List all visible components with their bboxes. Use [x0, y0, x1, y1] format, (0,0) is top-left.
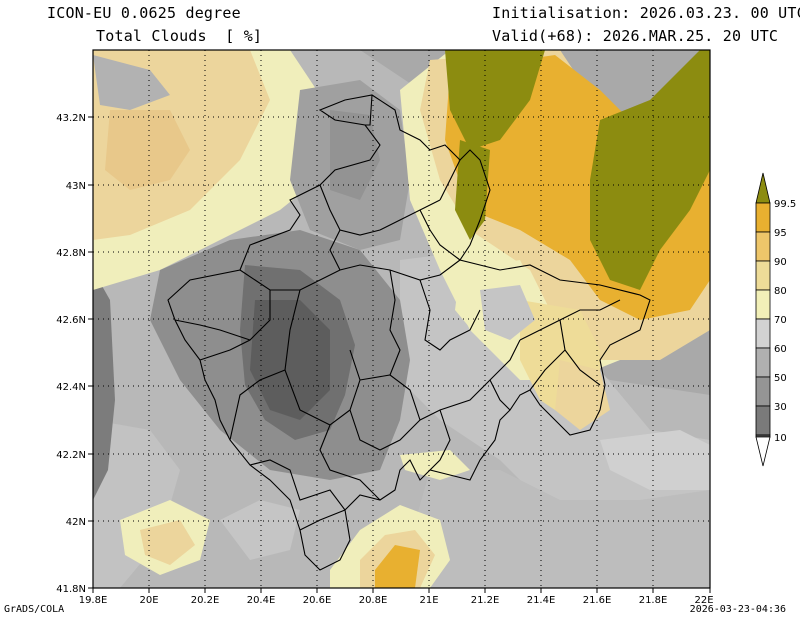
x-tick-label: 20E	[139, 595, 158, 606]
colorbar-swatch	[755, 347, 771, 378]
x-tick-label: 21.2E	[471, 595, 500, 606]
init-time: Initialisation: 2026.03.23. 00 UTC	[492, 4, 800, 22]
x-tick-label: 21E	[419, 595, 438, 606]
y-tick-label: 43N	[66, 181, 86, 192]
x-tick-label: 21.6E	[583, 595, 612, 606]
colorbar-swatch	[755, 202, 771, 233]
colorbar-bottom-triangle	[755, 436, 771, 467]
x-tick-label: 20.8E	[359, 595, 388, 606]
colorbar-swatch	[755, 376, 771, 407]
footer-timestamp: 2026-03-23-04:36	[689, 604, 786, 615]
y-tick-label: 42.6N	[56, 315, 86, 326]
colorbar-label: 60	[774, 344, 787, 355]
field-title: Total Clouds [ %]	[96, 27, 263, 45]
cloud-fields	[93, 50, 710, 588]
colorbar-label: 90	[774, 257, 787, 268]
colorbar-label: 10	[774, 433, 787, 444]
colorbar-label: 99.5	[774, 199, 796, 210]
colorbar	[755, 172, 771, 467]
x-tick-label: 20.6E	[303, 595, 332, 606]
x-tick-label: 22E	[694, 595, 713, 606]
x-tick-label: 20.2E	[191, 595, 220, 606]
colorbar-swatch	[755, 318, 771, 349]
x-tick-label: 20.4E	[247, 595, 276, 606]
valid-time: Valid(+68): 2026.MAR.25. 20 UTC	[492, 27, 779, 45]
colorbar-swatch	[755, 289, 771, 320]
x-tick-label: 21.8E	[639, 595, 668, 606]
colorbar-swatch	[755, 405, 771, 436]
colorbar-swatch	[755, 231, 771, 262]
x-tick-label: 21.4E	[527, 595, 556, 606]
y-tick-label: 42N	[66, 517, 86, 528]
model-title: ICON-EU 0.0625 degree	[47, 4, 241, 22]
colorbar-label: 30	[774, 402, 787, 413]
colorbar-top-triangle	[755, 172, 771, 204]
colorbar-label: 95	[774, 228, 787, 239]
y-tick-label: 42.8N	[56, 248, 86, 259]
admin-borders	[167, 94, 651, 571]
x-tick-label: 19.8E	[79, 595, 108, 606]
y-tick-label: 43.2N	[56, 113, 86, 124]
colorbar-label: 50	[774, 373, 787, 384]
tick-marks	[88, 116, 711, 593]
footer-credit: GrADS/COLA	[4, 604, 65, 615]
colorbar-label: 70	[774, 315, 787, 326]
colorbar-swatch	[755, 260, 771, 291]
y-tick-label: 42.2N	[56, 450, 86, 461]
colorbar-label: 80	[774, 286, 787, 297]
y-tick-label: 41.8N	[56, 584, 86, 595]
y-tick-label: 42.4N	[56, 382, 86, 393]
